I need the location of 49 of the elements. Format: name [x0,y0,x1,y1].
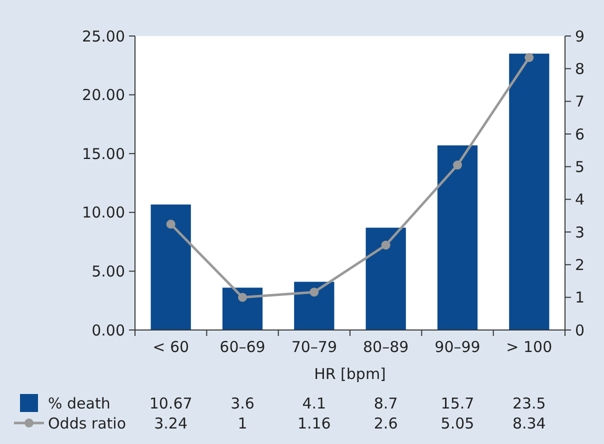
y2-tick-label: 0 [575,321,585,340]
data-label: 23.5 [512,394,546,412]
bar [366,228,406,330]
point [238,292,247,302]
point [166,220,176,229]
y2-tick-label: 9 [575,27,585,46]
data-label: 10.67 [149,394,192,412]
data-label: 4.1 [302,394,326,412]
y2-tick-label: 7 [575,92,585,111]
point [453,160,462,170]
y2-tick-label: 5 [575,158,585,176]
x-tick-label: 70–79 [291,338,338,356]
y2-tick-label: 8 [575,60,585,78]
y-tick-label: 0.00 [92,321,125,340]
legend-label: % death [48,394,110,412]
y2-tick-label: 1 [575,288,585,307]
point [524,53,534,62]
data-label: 1 [238,414,248,432]
x-tick-label: > 100 [506,338,552,356]
data-label: 8.7 [374,394,398,412]
y2-tick-label: 4 [575,190,585,209]
y-tick-label: 5.00 [92,262,125,280]
x-axis-title: HR [bpm] [314,365,386,383]
data-label: 3.24 [154,414,188,432]
point [381,240,390,250]
y-tick-label: 20.00 [82,86,125,104]
point [310,288,319,297]
data-label: 2.6 [374,414,398,432]
x-tick-label: 60–69 [220,338,266,356]
bar [150,204,191,330]
legend-label: Odds ratio [48,414,126,432]
bar [509,54,550,330]
data-label: 3.6 [230,394,254,412]
y2-tick-label: 2 [575,256,585,274]
bar [294,282,334,330]
y-tick-label: 10.00 [82,204,125,222]
x-tick-label: < 60 [152,338,190,356]
data-label: 5.05 [440,414,474,432]
x-tick-label: 90–99 [434,338,480,356]
data-label: 1.16 [297,414,331,432]
data-label: 15.7 [440,394,474,412]
bar [222,288,263,330]
y2-tick-label: 6 [575,125,585,144]
data-label: 8.34 [512,414,546,432]
x-tick-label: 80–89 [362,338,409,356]
y-tick-label: 25.00 [82,27,125,46]
y-tick-label: 15.00 [82,144,125,163]
bar [437,145,478,330]
y2-tick-label: 3 [575,223,585,242]
